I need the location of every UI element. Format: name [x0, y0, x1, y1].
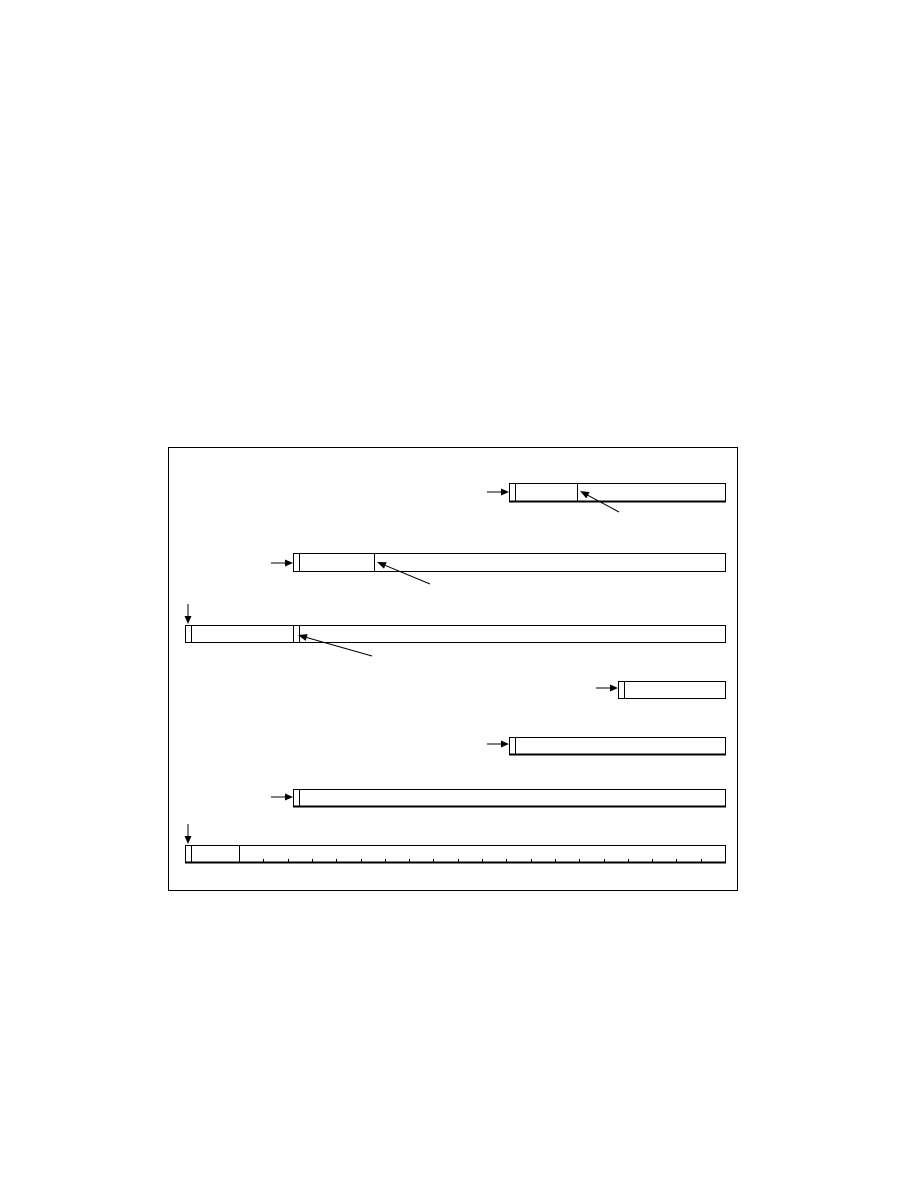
- pointer-arrow-icon: [298, 634, 373, 657]
- pointer-arrow-icon: [377, 562, 431, 585]
- right-arrow-icon: [271, 559, 293, 567]
- right-arrow-icon: [487, 740, 509, 748]
- right-arrow-icon: [596, 684, 618, 692]
- memory-bar: [185, 625, 726, 643]
- bar-row-1: [487, 483, 726, 513]
- memory-bar: [185, 845, 726, 863]
- bar-row-2: [271, 553, 726, 585]
- bar-row-5: [487, 737, 726, 756]
- memory-bar: [509, 737, 726, 755]
- bar-row-6: [271, 789, 726, 808]
- bar-rows: [184, 483, 726, 864]
- memory-bar: [509, 483, 726, 502]
- memory-bar: [293, 789, 726, 807]
- pointer-arrow-icon: [580, 491, 620, 513]
- bar-row-4: [596, 681, 726, 699]
- memory-bar: [293, 553, 726, 572]
- memory-bar: [618, 681, 726, 699]
- down-arrow-icon: [184, 604, 192, 624]
- bar-row-3: [184, 604, 726, 657]
- right-arrow-icon: [487, 488, 509, 496]
- right-arrow-icon: [271, 793, 293, 801]
- down-arrow-icon: [184, 824, 192, 844]
- bar-row-7: [184, 824, 726, 864]
- diagram-frame: [168, 447, 738, 891]
